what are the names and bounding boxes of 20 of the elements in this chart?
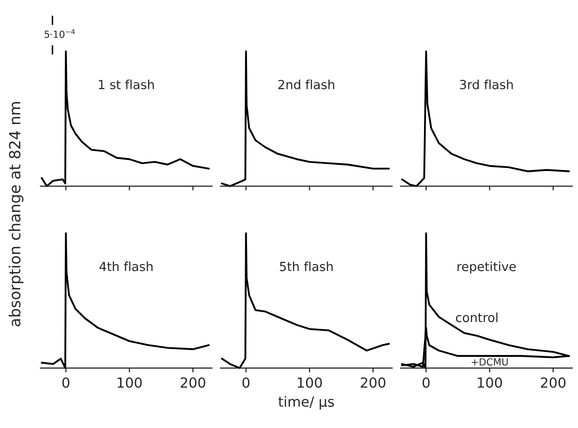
x-tick-label: 0 (242, 377, 250, 388)
text: 4th flash (99, 262, 153, 272)
x-tick-label: 100 (478, 377, 502, 388)
x-tick-label: 0 (62, 377, 70, 388)
text: 1 st flash (98, 80, 154, 90)
x-tick-label: 200 (540, 377, 566, 388)
x-tick-label: 0 (422, 377, 430, 388)
x-tick-label: 100 (118, 377, 142, 388)
x-tick-label: 200 (180, 377, 206, 388)
y-axis-title: absorption change at 824 nm (8, 102, 24, 326)
text: repetitive (458, 262, 516, 274)
x-tick-label: 200 (360, 377, 386, 388)
series-label: +DCMU (472, 358, 508, 366)
text: 5·10$^{−4}$ (44, 29, 75, 38)
x-tick-label: 100 (298, 377, 322, 388)
text: 2nd flash (278, 80, 334, 90)
series-label: control (456, 312, 498, 322)
text: 5th flash (280, 262, 333, 272)
x-axis-title: time/ µs (278, 396, 334, 410)
text: 3rd flash (460, 80, 513, 90)
